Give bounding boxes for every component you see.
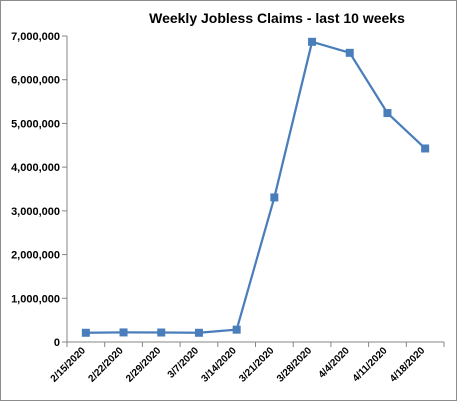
data-point-marker: [345, 48, 354, 57]
chart-title: Weekly Jobless Claims - last 10 weeks: [149, 10, 405, 26]
y-tick-label: 6,000,000: [11, 75, 60, 87]
y-tick-label: 2,000,000: [11, 250, 60, 262]
y-tick-label: 5,000,000: [11, 118, 60, 130]
y-tick-label: 0: [54, 337, 60, 349]
y-tick-label: 4,000,000: [11, 162, 60, 174]
data-point-marker: [421, 144, 430, 153]
series-line: [85, 40, 426, 334]
data-point-marker: [157, 328, 166, 337]
data-point-marker: [194, 328, 203, 337]
data-point-marker: [119, 328, 128, 337]
x-tick-label: 3/21/2020: [237, 345, 277, 385]
data-point-marker: [81, 328, 90, 337]
x-tick-label: 2/29/2020: [124, 345, 164, 385]
y-tick-label: 3,000,000: [11, 206, 60, 218]
y-axis: 0 1,000,000 2,000,000 3,000,000 4,000,000 5,0…: [11, 31, 68, 349]
x-tick-label: 3/28/2020: [275, 345, 315, 385]
series-weekly-claims: [81, 37, 430, 337]
data-point-marker: [270, 193, 279, 202]
x-tick-label: 3/7/2020: [166, 345, 202, 381]
x-tick-label: 2/15/2020: [49, 345, 89, 385]
y-tick-label: 7,000,000: [11, 31, 60, 43]
x-tick-label: 2/22/2020: [86, 345, 126, 385]
x-tick-label: 3/14/2020: [200, 345, 240, 385]
data-point-marker: [383, 109, 392, 118]
x-tick-label: 4/18/2020: [388, 345, 428, 385]
data-point-marker: [232, 325, 241, 334]
data-point-marker: [308, 37, 317, 46]
y-tick-label: 1,000,000: [11, 293, 60, 305]
x-tick-label: 4/11/2020: [351, 345, 390, 384]
x-tick-label: 4/4/2020: [317, 345, 353, 381]
